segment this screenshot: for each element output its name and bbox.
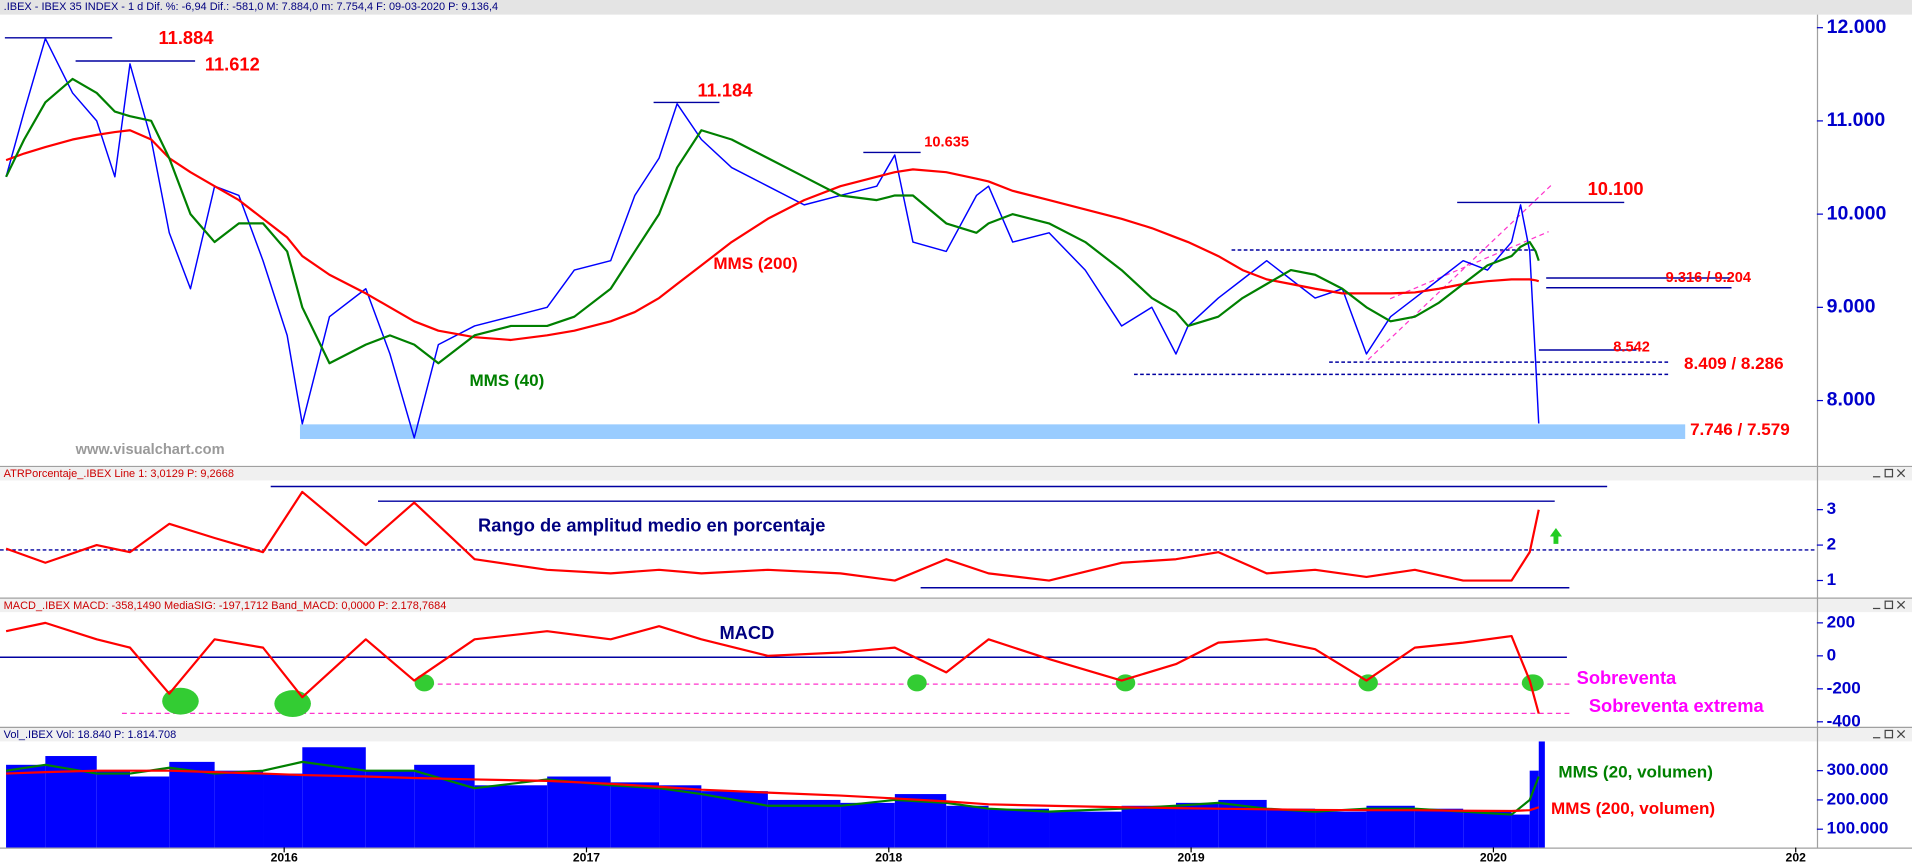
volume-bar <box>169 761 215 848</box>
annotation: www.visualchart.com <box>75 442 225 458</box>
annotation: Rango de amplitud medio en porcentaje <box>478 515 825 536</box>
volume-bar <box>214 770 264 848</box>
series-label: MMS (20, volumen) <box>1558 763 1713 782</box>
level-lines <box>0 37 1817 658</box>
volume-bar <box>1414 808 1464 848</box>
support-band <box>299 424 1686 439</box>
y-tick-label: 100.000 <box>1827 819 1889 838</box>
annotation: 11.612 <box>205 54 260 75</box>
series-label: MMS (40) <box>469 371 544 390</box>
annotation: Sobreventa extrema <box>1589 695 1765 716</box>
series-line <box>5 490 1540 582</box>
y-tick-label: 12.000 <box>1827 16 1887 38</box>
x-tick-label: 202 <box>1786 851 1807 865</box>
annotation: 11.884 <box>159 27 215 48</box>
volume-bar <box>1266 808 1316 848</box>
volume-bar <box>946 805 989 848</box>
annotation: 11.184 <box>697 79 753 100</box>
y-tick-label: 300.000 <box>1827 760 1889 779</box>
series-line <box>5 621 1540 714</box>
series-line <box>5 77 1540 365</box>
volume-bar <box>767 799 841 848</box>
volume-bar <box>547 776 611 848</box>
volume-bar <box>1463 811 1512 848</box>
y-tick-label: 1 <box>1827 570 1837 589</box>
y-tick-label: 2 <box>1827 535 1837 554</box>
volume-bar <box>6 764 46 848</box>
series-line <box>5 37 1540 439</box>
y-tick-label: 9.000 <box>1827 296 1876 318</box>
x-tick-label: 2020 <box>1480 851 1507 865</box>
x-tick-label: 2016 <box>271 851 298 865</box>
volume-bar <box>659 785 702 848</box>
series-line <box>6 769 1540 813</box>
y-tick-label: 3 <box>1827 499 1837 518</box>
annotation: 9.316 / 9.204 <box>1666 270 1752 286</box>
annotation: 10.100 <box>1588 178 1644 199</box>
annotation: 10.635 <box>924 135 969 151</box>
annotation: 8.542 <box>1613 339 1650 355</box>
volume-bar <box>610 782 660 848</box>
volume-bar <box>1175 802 1219 848</box>
header-bar <box>0 0 1912 15</box>
series-label: MMS (200, volumen) <box>1551 799 1715 818</box>
plot <box>5 621 1540 714</box>
plot <box>5 490 1540 582</box>
panel-header <box>0 598 1912 613</box>
annotation: MACD <box>719 622 774 643</box>
volume-bar <box>474 785 548 848</box>
y-tick-label: -400 <box>1827 711 1861 730</box>
volume-bar <box>1511 814 1530 848</box>
trend-lines <box>121 184 1574 714</box>
annotation: Sobreventa <box>1577 667 1677 688</box>
volume-bar <box>365 770 415 848</box>
series-line <box>5 129 1540 342</box>
volume-bar <box>1315 811 1367 848</box>
window-buttons <box>1872 468 1906 739</box>
volume-bar <box>1366 805 1415 848</box>
plot <box>5 741 1545 848</box>
x-tick-label: 2017 <box>573 851 600 865</box>
volume-bar <box>1049 811 1122 848</box>
plot <box>5 37 1540 439</box>
y-tick-label: 200 <box>1827 612 1855 631</box>
volume-bar <box>840 802 895 848</box>
series-label: MMS (200) <box>713 254 797 273</box>
y-tick-label: -200 <box>1827 678 1861 697</box>
x-tick-label: 2018 <box>875 851 902 865</box>
annotation: 7.746 / 7.579 <box>1690 420 1790 439</box>
up-arrow <box>1549 528 1563 544</box>
volume-bar <box>96 770 130 848</box>
x-tick-label: 2019 <box>1178 851 1205 865</box>
volume-bar <box>263 773 303 848</box>
volume-bar <box>129 776 170 848</box>
panel-header <box>0 467 1912 481</box>
panel-title: .IBEX - IBEX 35 INDEX - 1 d Dif. %: -6,9… <box>4 1 498 13</box>
y-tick-label: 0 <box>1827 645 1837 664</box>
volume-bar <box>1121 805 1176 848</box>
panel-title: Vol_.IBEX Vol: 18.840 P: 1.814.708 <box>4 729 177 741</box>
panel-borders <box>0 14 1912 849</box>
panel-header <box>0 727 1912 742</box>
annotation: 8.409 / 8.286 <box>1684 354 1784 373</box>
panel-title: ATRPorcentaje_.IBEX Line 1: 3,0129 P: 9,… <box>4 468 234 480</box>
volume-bar <box>988 808 1050 848</box>
volume-bar <box>1538 741 1545 848</box>
y-tick-label: 10.000 <box>1827 202 1887 224</box>
y-tick-label: 8.000 <box>1827 389 1876 411</box>
panel-title: MACD_.IBEX MACD: -358,1490 MediaSIG: -19… <box>4 600 447 612</box>
y-tick-label: 200.000 <box>1827 789 1889 808</box>
y-tick-label: 11.000 <box>1827 109 1886 131</box>
